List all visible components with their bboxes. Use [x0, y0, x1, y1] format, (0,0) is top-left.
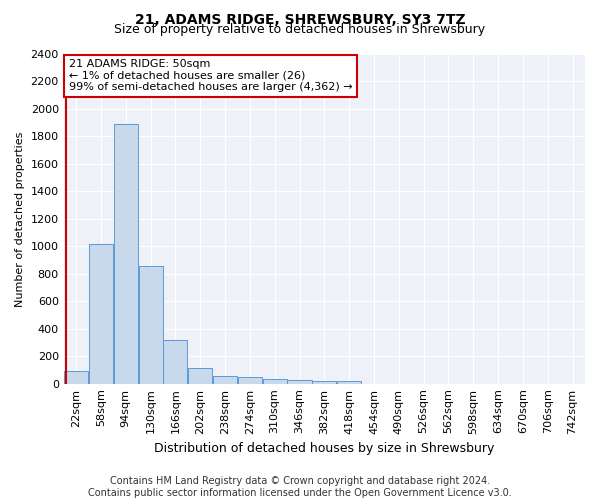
Bar: [188, 368, 212, 384]
Bar: [113, 124, 138, 384]
Text: 21 ADAMS RIDGE: 50sqm
← 1% of detached houses are smaller (26)
99% of semi-detac: 21 ADAMS RIDGE: 50sqm ← 1% of detached h…: [69, 59, 353, 92]
Bar: [238, 378, 262, 384]
Bar: [213, 376, 237, 384]
Bar: [337, 381, 361, 384]
Bar: [89, 244, 113, 384]
Bar: [287, 380, 311, 384]
Y-axis label: Number of detached properties: Number of detached properties: [15, 131, 25, 306]
Bar: [163, 340, 187, 384]
Bar: [312, 381, 337, 384]
Text: Size of property relative to detached houses in Shrewsbury: Size of property relative to detached ho…: [115, 24, 485, 36]
Text: Contains HM Land Registry data © Crown copyright and database right 2024.
Contai: Contains HM Land Registry data © Crown c…: [88, 476, 512, 498]
X-axis label: Distribution of detached houses by size in Shrewsbury: Distribution of detached houses by size …: [154, 442, 494, 455]
Bar: [263, 379, 287, 384]
Bar: [139, 266, 163, 384]
Bar: [64, 372, 88, 384]
Text: 21, ADAMS RIDGE, SHREWSBURY, SY3 7TZ: 21, ADAMS RIDGE, SHREWSBURY, SY3 7TZ: [134, 12, 466, 26]
